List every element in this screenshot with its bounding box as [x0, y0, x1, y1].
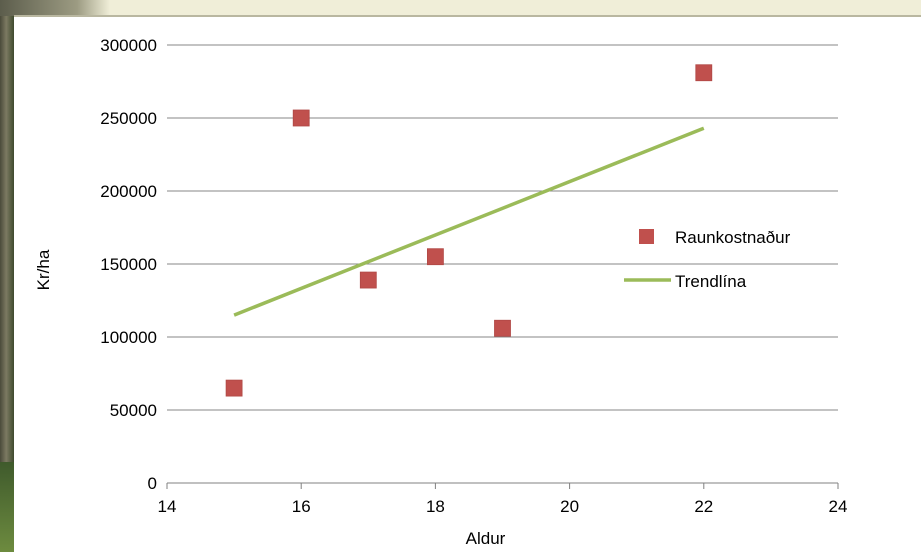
data-point-marker — [494, 319, 511, 337]
top-left-photo-corner — [0, 0, 110, 16]
y-tick-label: 0 — [148, 474, 157, 493]
bottom-left-photo-strip — [0, 462, 14, 552]
data-point-marker — [359, 271, 377, 289]
y-tick-label: 50000 — [110, 401, 157, 420]
y-tick-label: 300000 — [100, 36, 157, 55]
legend: Raunkostnaður Trendlína — [624, 228, 791, 291]
trendline — [233, 126, 705, 317]
y-tick-label: 250000 — [100, 109, 157, 128]
y-tick-label: 200000 — [100, 182, 157, 201]
y-tick-label: 100000 — [100, 328, 157, 347]
series-layer — [225, 64, 713, 397]
x-tick-label: 24 — [829, 497, 848, 516]
x-tick-label: 22 — [694, 497, 713, 516]
data-point-marker — [292, 109, 310, 127]
data-point-marker — [225, 379, 243, 397]
x-tick-label: 14 — [158, 497, 177, 516]
data-point-marker — [426, 248, 444, 266]
x-tick-label: 20 — [560, 497, 579, 516]
y-axis-ticks: 0 50000 100000 150000 200000 250000 300000 — [100, 36, 157, 493]
x-tick-label: 18 — [426, 497, 445, 516]
chart-panel: 0 50000 100000 150000 200000 250000 300000 14 1… — [14, 17, 921, 552]
x-axis-title: Aldur — [466, 529, 506, 548]
y-tick-label: 150000 — [100, 255, 157, 274]
x-tick-label: 16 — [292, 497, 311, 516]
left-background-strip — [0, 0, 14, 552]
data-point-marker — [695, 64, 713, 82]
gridlines — [167, 44, 838, 484]
top-divider — [14, 15, 921, 17]
top-background-strip — [0, 0, 921, 16]
y-axis-title: Kr/ha — [34, 249, 53, 290]
legend-label-raunkostnadur: Raunkostnaður — [675, 228, 791, 247]
legend-label-trendlina: Trendlína — [675, 272, 747, 291]
legend-marker-raunkostnadur — [639, 229, 654, 244]
x-axis-ticks: 14 16 18 20 22 24 — [158, 483, 848, 516]
